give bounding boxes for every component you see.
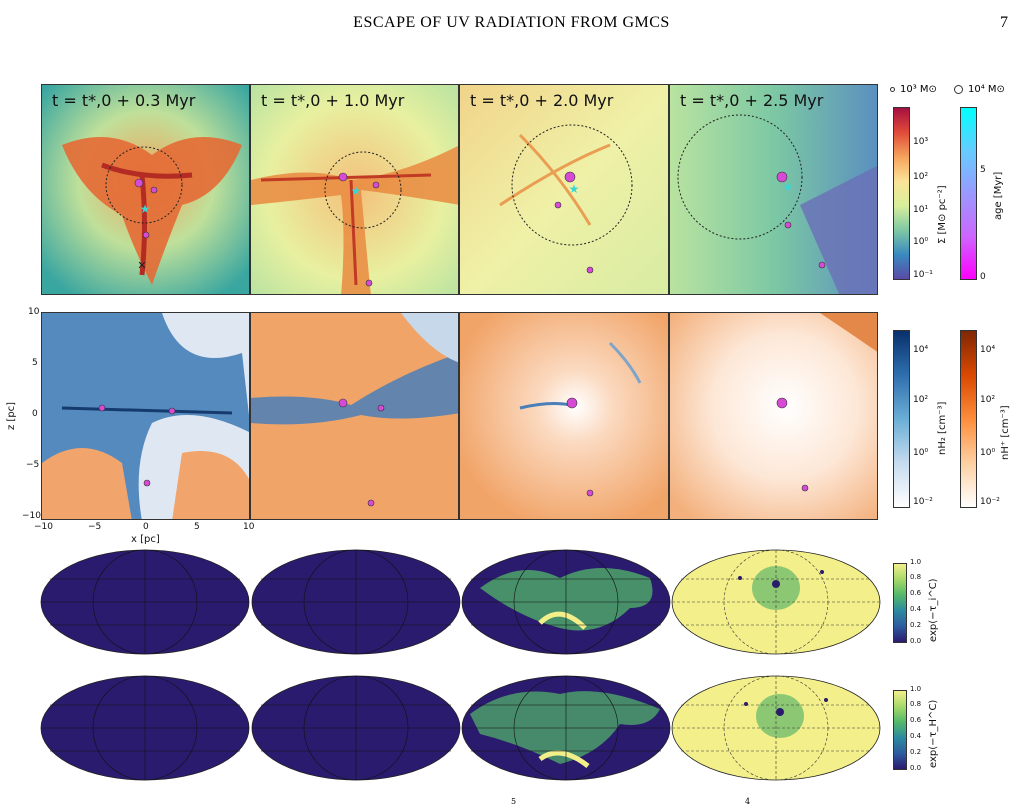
cb-escape-h-tick: 0.4 [910, 732, 922, 740]
x-tick: 0 [143, 522, 149, 532]
density-image-2 [251, 313, 458, 519]
cb-age-label: age [Myr] [993, 171, 1004, 220]
escape-h-colorbar [893, 690, 907, 770]
sky-map-3-2 [251, 549, 461, 655]
x-tick: −10 [34, 522, 53, 532]
escape-i-colorbar [893, 563, 907, 643]
density-image-3 [460, 313, 668, 519]
legend-large-circle-icon [954, 85, 963, 94]
cb-surface-tick: 10³ [913, 137, 929, 147]
surface-density-panel-3: ★ t = t*,0 + 2.0 Myr [459, 84, 669, 295]
sky-map-row-3 [40, 549, 881, 655]
age-colorbar [960, 107, 977, 280]
sky-map-4-3 [461, 675, 671, 781]
y-tick: 5 [32, 358, 38, 368]
cb-surface-tick: 10⁰ [913, 237, 929, 247]
cb-escape-h-label: exp(−τ_H^C) [928, 699, 939, 768]
cb-hplus-tick: 10² [980, 395, 996, 405]
caption-fragment-left: 5 [511, 797, 517, 806]
panel-time-label-3: t = t*,0 + 2.0 Myr [470, 91, 614, 110]
surface-density-colorbar [893, 107, 910, 280]
density-image-4 [670, 313, 877, 519]
svg-text:✕: ✕ [137, 259, 146, 272]
x-tick: −5 [88, 522, 102, 532]
h2-density-colorbar [893, 330, 910, 508]
surface-density-image-1: ★ ✕ [42, 85, 249, 294]
panel-time-label-1: t = t*,0 + 0.3 Myr [52, 91, 196, 110]
cb-escape-h-tick: 0.8 [910, 700, 922, 708]
cb-surface-tick: 10² [913, 172, 929, 182]
cb-age-tick: 5 [980, 165, 986, 175]
cb-surface-label: Σ [M⊙ pc⁻²] [937, 185, 948, 244]
cb-escape-i-tick: 0.8 [910, 573, 922, 581]
surface-density-image-2: ★ [251, 85, 458, 294]
cb-escape-i-tick: 0.0 [910, 637, 922, 645]
sky-map-4-2 [251, 675, 461, 781]
surface-density-panel-1: ★ ✕ t = t*,0 + 0.3 Myr [41, 84, 250, 295]
y-tick: 10 [28, 307, 40, 317]
cb-escape-i-label: exp(−τ_i^C) [928, 578, 939, 642]
page-number: 7 [1000, 14, 1008, 31]
density-panel-3 [459, 312, 669, 520]
svg-text:★: ★ [783, 180, 794, 194]
y-axis-label: z [pc] [6, 401, 17, 430]
sky-map-row-4 [40, 675, 881, 781]
surface-density-image-4: ★ [670, 85, 877, 294]
cb-escape-h-tick: 0.0 [910, 764, 922, 772]
cb-hplus-label: nH⁺ [cm⁻³] [1000, 405, 1011, 460]
cb-h2-tick: 10² [913, 395, 929, 405]
sky-map-3-1 [40, 549, 250, 655]
surface-density-panel-2: ★ t = t*,0 + 1.0 Myr [250, 84, 459, 295]
svg-text:★: ★ [569, 182, 580, 196]
x-tick: 5 [194, 522, 200, 532]
mass-legend: 10³ M⊙ 10⁴ M⊙ [888, 84, 1018, 98]
panel-time-label-4: t = t*,0 + 2.5 Myr [680, 91, 824, 110]
legend-large-label: 10⁴ M⊙ [968, 84, 1005, 95]
svg-text:★: ★ [140, 202, 151, 216]
svg-text:★: ★ [351, 184, 362, 198]
cb-age-tick: 0 [980, 272, 986, 282]
y-tick: 0 [32, 409, 38, 419]
cb-hplus-tick: 10⁴ [980, 345, 996, 355]
cb-h2-tick: 10⁻² [913, 497, 933, 507]
cb-hplus-tick: 10⁻² [980, 497, 1000, 507]
y-tick: −10 [22, 511, 41, 521]
x-axis-label: x [pc] [131, 534, 160, 545]
density-panel-4 [669, 312, 878, 520]
density-panel-2 [250, 312, 459, 520]
sky-map-3-4 [671, 549, 881, 655]
cb-hplus-tick: 10⁰ [980, 448, 996, 458]
cb-escape-i-tick: 0.6 [910, 589, 922, 597]
cb-h2-label: nH₂ [cm⁻³] [937, 401, 948, 455]
cb-escape-i-tick: 1.0 [910, 558, 922, 566]
running-header: ESCAPE OF UV RADIATION FROM GMCS [353, 14, 670, 31]
hplus-density-colorbar [960, 330, 977, 508]
cb-h2-tick: 10⁴ [913, 345, 929, 355]
cb-escape-h-tick: 1.0 [910, 685, 922, 693]
cb-escape-i-tick: 0.4 [910, 605, 922, 613]
x-tick: 10 [243, 522, 255, 532]
caption-fragment-right: 4 [745, 797, 751, 806]
density-panel-1 [41, 312, 250, 520]
legend-small-label: 10³ M⊙ [900, 84, 937, 95]
density-image-1 [42, 313, 249, 519]
sky-map-4-1 [40, 675, 250, 781]
legend-small-circle-icon [890, 87, 895, 92]
cb-escape-i-tick: 0.2 [910, 621, 922, 629]
sky-map-4-4 [671, 675, 881, 781]
panel-time-label-2: t = t*,0 + 1.0 Myr [261, 91, 405, 110]
cb-escape-h-tick: 0.6 [910, 716, 922, 724]
surface-density-panel-4: ★ t = t*,0 + 2.5 Myr [669, 84, 878, 295]
cb-h2-tick: 10⁰ [913, 448, 929, 458]
y-tick: −5 [26, 460, 40, 470]
sky-map-3-3 [461, 549, 671, 655]
cb-surface-tick: 10⁻¹ [913, 270, 933, 280]
cb-escape-h-tick: 0.2 [910, 748, 922, 756]
surface-density-image-3: ★ [460, 85, 668, 294]
cb-surface-tick: 10¹ [913, 205, 929, 215]
